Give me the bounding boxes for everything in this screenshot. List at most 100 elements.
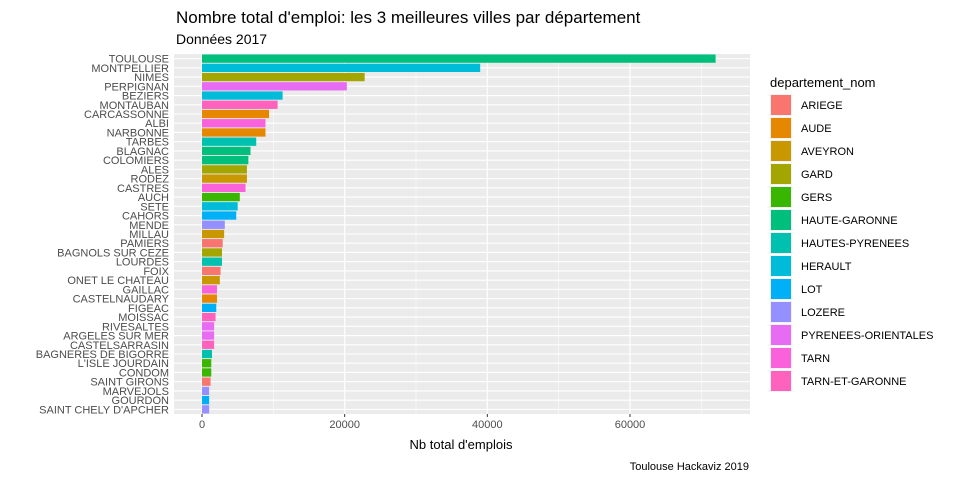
y-tick-labels: TOULOUSEMONTPELLIERNIMESPERPIGNANBEZIERS…	[36, 54, 170, 417]
y-tick-label: GOURDON	[112, 395, 170, 407]
bar	[202, 322, 215, 331]
bar	[202, 359, 212, 368]
legend-swatch	[771, 279, 791, 299]
legend-swatch	[771, 325, 791, 345]
legend-label: HERAULT	[801, 261, 852, 273]
y-tick-label: MILLAU	[129, 229, 169, 241]
y-tick-label: ONET LE CHATEAU	[67, 275, 169, 287]
bar	[202, 248, 222, 257]
y-tick-label: FIGEAC	[128, 303, 169, 315]
bar	[202, 63, 481, 72]
legend-swatch	[771, 233, 791, 253]
bar	[202, 396, 210, 405]
y-tick-label: CAHORS	[122, 211, 169, 223]
y-tick-label: MARVEJOLS	[103, 386, 169, 398]
y-tick-label: SAINT GIRONS	[90, 377, 169, 389]
bar	[202, 183, 246, 192]
bar	[202, 285, 217, 294]
bar	[202, 368, 212, 377]
y-tick-label: L'ISLE JOURDAIN	[78, 358, 169, 370]
y-tick-label: SAINT CHELY D'APCHER	[39, 404, 169, 416]
y-tick-label: CONDOM	[119, 367, 169, 379]
bar	[202, 156, 249, 165]
y-tick-label: MENDE	[129, 220, 169, 232]
x-tick-label: 60000	[615, 419, 646, 431]
legend-label: GARD	[801, 169, 833, 181]
y-tick-label: BLAGNAC	[116, 146, 169, 158]
bar	[202, 82, 347, 91]
bar	[202, 202, 238, 211]
x-tick-label: 40000	[472, 419, 503, 431]
y-tick-label: ALES	[141, 164, 169, 176]
y-tick-label: CASTRES	[117, 183, 169, 195]
bar	[202, 331, 215, 340]
chart-caption: Toulouse Hackaviz 2019	[630, 461, 749, 473]
y-tick-label: BAGNOLS SUR CEZE	[57, 247, 169, 259]
y-tick-label: ARGELES SUR MER	[63, 331, 169, 343]
bar	[202, 239, 223, 248]
y-tick-label: ALBI	[145, 118, 169, 130]
bar	[202, 165, 247, 174]
bar	[202, 386, 210, 396]
legend-swatch	[771, 95, 791, 115]
bar	[202, 100, 278, 109]
legend-label: LOT	[801, 284, 823, 296]
bar	[202, 137, 257, 146]
bar	[202, 349, 212, 359]
legend-label: GERS	[801, 192, 832, 204]
y-tick-label: RIVESALTES	[102, 321, 169, 333]
y-tick-label: BAGNERES DE BIGORRE	[36, 349, 169, 361]
y-tick-label: MOISSAC	[118, 312, 169, 324]
bar	[202, 146, 251, 156]
y-tick-label: PAMIERS	[120, 238, 169, 250]
y-tick-label: SETE	[140, 201, 169, 213]
bar	[202, 211, 237, 220]
x-tick-label: 0	[199, 419, 205, 431]
bar	[202, 276, 220, 285]
x-tick-label: 20000	[329, 419, 360, 431]
bars-group	[202, 54, 716, 414]
bar	[202, 340, 215, 349]
bar	[202, 312, 216, 322]
legend-label: PYRENEES-ORIENTALES	[801, 330, 933, 342]
bar	[202, 128, 266, 137]
bar	[202, 294, 217, 303]
legend-title: departement_nom	[770, 75, 876, 90]
legend-swatch	[771, 256, 791, 276]
chart-title: Nombre total d'emploi: les 3 meilleures …	[176, 8, 641, 27]
bar	[202, 220, 225, 229]
y-tick-label: COLOMIERS	[103, 155, 169, 167]
y-tick-label: LOURDES	[116, 257, 169, 269]
bar	[202, 405, 210, 414]
y-tick-label: AUCH	[138, 192, 169, 204]
y-tick-label: CASTELNAUDARY	[73, 294, 170, 306]
legend: departement_nom ARIEGE AUDE AVEYRON GARD GER…	[770, 75, 933, 392]
bar	[202, 266, 221, 276]
y-tick-label: TOULOUSE	[109, 54, 169, 66]
legend-swatch	[771, 348, 791, 368]
bar	[202, 174, 247, 183]
legend-label: AUDE	[801, 123, 832, 135]
bar	[202, 229, 225, 239]
y-tick-label: CASTELSARRASIN	[70, 340, 169, 352]
legend-label: ARIEGE	[801, 100, 843, 112]
legend-swatch	[771, 118, 791, 138]
legend-swatch	[771, 210, 791, 230]
y-tick-label: MONTAUBAN	[100, 100, 170, 112]
legend-swatch	[771, 164, 791, 184]
bar	[202, 72, 365, 82]
x-tick-labels: 0 20000 40000 60000	[199, 414, 645, 431]
y-tick-label: TARBES	[126, 137, 169, 149]
bar	[202, 54, 716, 63]
legend-label: TARN-ET-GARONNE	[801, 376, 907, 388]
y-tick-label: FOIX	[143, 266, 169, 278]
legend-swatch	[771, 141, 791, 161]
bar	[202, 377, 211, 386]
legend-swatch	[771, 187, 791, 207]
y-tick-label: PERPIGNAN	[104, 81, 169, 93]
y-tick-label: GAILLAC	[123, 284, 170, 296]
bar	[202, 119, 266, 128]
legend-swatch	[771, 371, 791, 391]
legend-label: HAUTE-GARONNE	[801, 215, 898, 227]
